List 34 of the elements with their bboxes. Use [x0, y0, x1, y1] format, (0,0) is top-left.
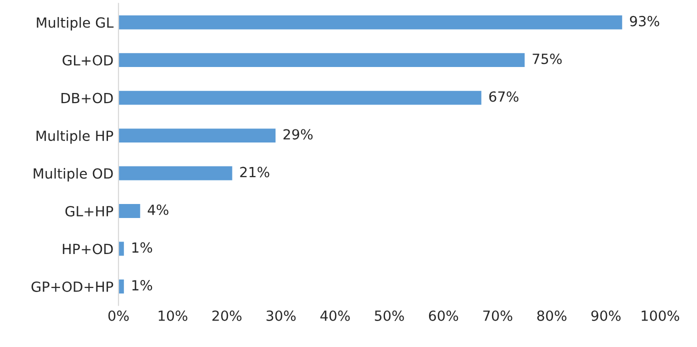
bar [118, 90, 482, 105]
data-label: 1% [132, 280, 152, 291]
data-label: 21% [240, 166, 270, 178]
bar [118, 53, 525, 68]
data-label: 4% [148, 204, 168, 216]
data-label: 1% [132, 242, 152, 253]
x-tick-label: 50% [374, 310, 404, 321]
data-label: 67% [489, 91, 518, 102]
y-tick-label: GL+OD [62, 55, 113, 66]
x-tick-label: 60% [428, 310, 458, 321]
x-tick-label: 90% [591, 310, 621, 321]
y-tick-label: HP+OD [62, 244, 113, 254]
y-tick-label: Multiple GL [36, 17, 114, 31]
x-tick-label: 0% [108, 310, 129, 321]
data-label: 75% [532, 54, 562, 64]
y-tick-label: DB+OD [62, 92, 113, 104]
bar [118, 128, 276, 143]
bar [118, 166, 232, 180]
x-tick-label: 10% [158, 310, 188, 321]
x-tick-label: 20% [212, 310, 242, 321]
bar [118, 204, 140, 218]
y-tick-label: Multiple HP [36, 130, 114, 144]
data-label: 29% [284, 129, 313, 140]
y-tick-label: Multiple OD [34, 168, 113, 182]
bar [118, 15, 622, 30]
y-tick-label: GP+OD+HP [32, 281, 114, 292]
bar [118, 280, 124, 294]
x-tick-label: 40% [320, 310, 350, 321]
data-label: 93% [630, 16, 660, 26]
x-tick-label: 30% [266, 310, 296, 321]
x-tick-label: 100% [642, 310, 680, 321]
y-tick-label: GL+HP [65, 206, 114, 216]
x-tick-label: 80% [537, 310, 566, 321]
x-tick-label: 70% [483, 310, 512, 321]
